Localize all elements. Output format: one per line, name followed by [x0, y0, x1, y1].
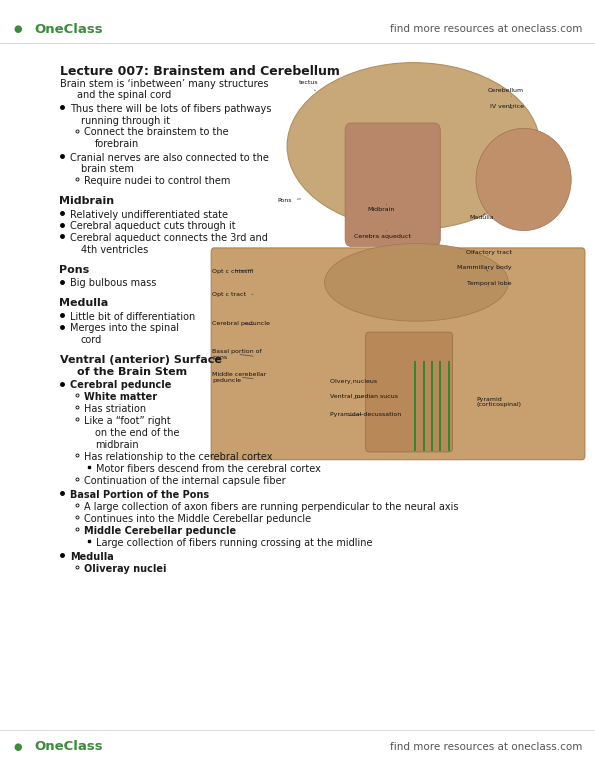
Text: on the end of the: on the end of the: [95, 428, 180, 438]
Text: Cerebral peduncle: Cerebral peduncle: [70, 380, 171, 390]
Text: Continuation of the internal capsule fiber: Continuation of the internal capsule fib…: [84, 476, 286, 486]
Ellipse shape: [287, 62, 540, 229]
Text: running through it: running through it: [81, 116, 170, 126]
Text: OneClass: OneClass: [34, 741, 102, 753]
Text: Connect the brainstem to the: Connect the brainstem to the: [84, 128, 229, 138]
Text: 4th ventricles: 4th ventricles: [81, 246, 148, 256]
Text: Motor fibers descend from the cerebral cortex: Motor fibers descend from the cerebral c…: [96, 464, 321, 474]
Text: of the Brain Stem: of the Brain Stem: [77, 367, 187, 377]
Text: Pyramid
(corticospinal): Pyramid (corticospinal): [476, 397, 521, 407]
Text: Olvery nucleus: Olvery nucleus: [330, 379, 377, 383]
Text: midbrain: midbrain: [95, 440, 139, 450]
Text: Cerebra aqueduct: Cerebra aqueduct: [354, 231, 411, 239]
Ellipse shape: [324, 243, 508, 321]
Text: Middle cerebellar
peduncle: Middle cerebellar peduncle: [212, 372, 267, 383]
Text: Thus there will be lots of fibers pathways: Thus there will be lots of fibers pathwa…: [70, 104, 271, 114]
Text: find more resources at oneclass.com: find more resources at oneclass.com: [390, 25, 582, 34]
Text: cord: cord: [81, 336, 102, 346]
Text: A large collection of axon fibers are running perpendicular to the neural axis: A large collection of axon fibers are ru…: [84, 502, 459, 512]
Text: Continues into the Middle Cerebellar peduncle: Continues into the Middle Cerebellar ped…: [84, 514, 312, 524]
Text: Medulla: Medulla: [60, 298, 109, 308]
Text: Temporal lobe: Temporal lobe: [467, 281, 512, 286]
Text: ●: ●: [13, 742, 21, 752]
Text: Lecture 007: Brainstem and Cerebellum: Lecture 007: Brainstem and Cerebellum: [60, 65, 339, 78]
Text: Ventral median sucus: Ventral median sucus: [330, 394, 398, 399]
Text: Relatively undifferentiated state: Relatively undifferentiated state: [70, 209, 228, 219]
Text: Midbrain: Midbrain: [60, 196, 115, 206]
Text: Opt c chiasm: Opt c chiasm: [212, 269, 254, 273]
Text: Pyramidal decussation: Pyramidal decussation: [330, 412, 402, 417]
Text: tectus: tectus: [299, 80, 318, 91]
Ellipse shape: [476, 129, 571, 230]
Text: Medulla: Medulla: [70, 552, 114, 562]
Text: Olfactory tract: Olfactory tract: [466, 250, 512, 256]
FancyBboxPatch shape: [366, 332, 453, 452]
Text: Middle Cerebellar peduncle: Middle Cerebellar peduncle: [84, 526, 237, 536]
FancyBboxPatch shape: [345, 123, 440, 246]
Text: IV ventrice: IV ventrice: [490, 104, 524, 109]
Text: Little bit of differentiation: Little bit of differentiation: [70, 312, 196, 322]
Text: Require nudei to control them: Require nudei to control them: [84, 176, 231, 186]
Text: Large collection of fibers running crossing at the midline: Large collection of fibers running cross…: [96, 538, 373, 548]
Text: OneClass: OneClass: [34, 23, 102, 35]
Text: ●: ●: [13, 25, 21, 34]
Text: Has relationship to the cerebral cortex: Has relationship to the cerebral cortex: [84, 452, 273, 462]
Text: Like a “foot” right: Like a “foot” right: [84, 417, 171, 427]
Text: Cerebral aqueduct cuts through it: Cerebral aqueduct cuts through it: [70, 222, 236, 232]
Text: Opt c tract: Opt c tract: [212, 293, 253, 297]
Text: Madulla: Madulla: [469, 213, 494, 219]
Text: Oliveray nuclei: Oliveray nuclei: [84, 564, 167, 574]
Text: Cerebral peduncle: Cerebral peduncle: [212, 321, 270, 326]
Text: Has striation: Has striation: [84, 404, 146, 414]
Text: White matter: White matter: [84, 393, 158, 403]
Text: Brain stem is ‘inbetween’ many structures: Brain stem is ‘inbetween’ many structure…: [60, 79, 268, 89]
FancyBboxPatch shape: [211, 248, 585, 460]
Text: Mammillary body: Mammillary body: [457, 266, 512, 271]
Text: Basal portion of
pons: Basal portion of pons: [212, 349, 262, 360]
Text: and the spinal cord: and the spinal cord: [77, 90, 171, 100]
Text: Cranial nerves are also connected to the: Cranial nerves are also connected to the: [70, 152, 269, 162]
Text: Big bulbous mass: Big bulbous mass: [70, 279, 156, 289]
Text: Merges into the spinal: Merges into the spinal: [70, 323, 179, 333]
Text: find more resources at oneclass.com: find more resources at oneclass.com: [390, 742, 582, 752]
Text: Ventral (anterior) Surface: Ventral (anterior) Surface: [60, 355, 221, 365]
Text: Cerebellum: Cerebellum: [487, 89, 524, 96]
Text: Cerebral aqueduct connects the 3rd and: Cerebral aqueduct connects the 3rd and: [70, 233, 268, 243]
Text: Midbrain: Midbrain: [368, 204, 395, 212]
Text: brain stem: brain stem: [81, 165, 134, 175]
Text: Basal Portion of the Pons: Basal Portion of the Pons: [70, 490, 209, 500]
Text: forebrain: forebrain: [95, 139, 139, 149]
Text: Pons: Pons: [60, 265, 90, 275]
Text: Pons: Pons: [277, 198, 300, 203]
